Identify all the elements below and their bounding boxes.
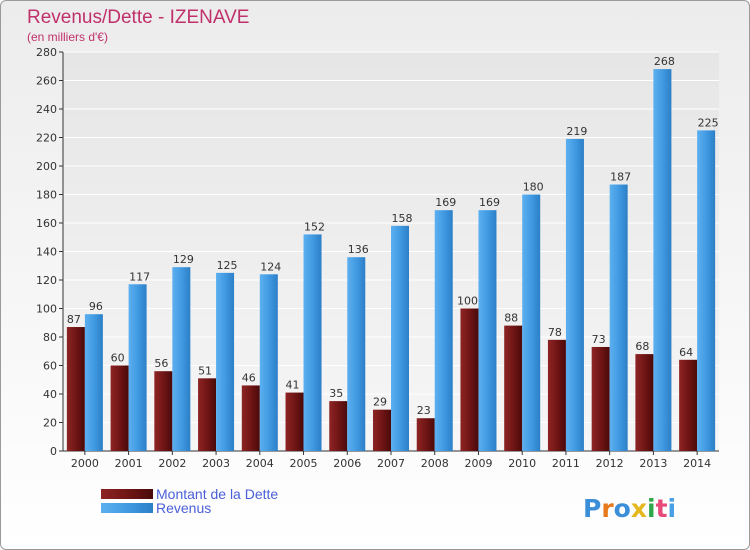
bar-revenus: [303, 234, 322, 451]
y-tick-label: 280: [36, 46, 57, 59]
x-tick-label: 2010: [508, 457, 536, 470]
y-tick-label: 240: [36, 103, 57, 116]
data-label-revenus: 187: [610, 171, 631, 184]
bar-debt: [154, 371, 173, 451]
y-tick-label: 120: [36, 274, 57, 287]
data-label-debt: 51: [198, 364, 212, 377]
bar-revenus: [609, 184, 628, 451]
y-tick-label: 80: [43, 331, 57, 344]
data-label-debt: 88: [504, 312, 518, 325]
legend-swatch-debt: [101, 489, 153, 499]
chart-title: Revenus/Dette - IZENAVE: [27, 7, 250, 28]
bar-debt: [635, 354, 654, 451]
data-label-debt: 41: [286, 379, 300, 392]
data-label-revenus: 169: [479, 196, 500, 209]
bar-revenus: [653, 69, 672, 451]
x-tick-label: 2004: [246, 457, 274, 470]
bar-debt: [547, 339, 566, 451]
bar-debt: [416, 418, 435, 451]
bar-revenus: [522, 194, 541, 451]
data-label-debt: 87: [67, 313, 81, 326]
bar-debt: [110, 365, 129, 451]
data-label-revenus: 124: [260, 260, 281, 273]
y-tick-label: 60: [43, 360, 57, 373]
x-tick-label: 2001: [115, 457, 143, 470]
legend-label-debt: Montant de la Dette: [156, 486, 278, 502]
x-tick-label: 2003: [202, 457, 230, 470]
chart-subtitle: (en milliers d'€): [27, 30, 108, 44]
bar-revenus: [391, 225, 409, 451]
x-tick-label: 2009: [464, 457, 492, 470]
x-tick-label: 2007: [377, 457, 405, 470]
y-tick-label: 140: [36, 246, 57, 259]
bar-revenus: [434, 210, 453, 451]
legend-label-revenus: Revenus: [156, 500, 211, 516]
brand-logo: Proxiti: [583, 494, 676, 523]
data-label-revenus: 125: [217, 259, 238, 272]
bar-debt: [241, 385, 260, 451]
bar-revenus: [565, 138, 584, 452]
bar-debt: [460, 308, 479, 451]
y-tick-label: 0: [50, 445, 57, 458]
bar-debt: [373, 409, 391, 451]
x-tick-label: 2000: [71, 457, 99, 470]
data-label-debt: 100: [457, 295, 478, 308]
y-tick-label: 220: [36, 132, 57, 145]
bar-debt: [504, 325, 523, 451]
bar-debt: [679, 359, 698, 451]
x-tick-label: 2002: [158, 457, 186, 470]
data-label-revenus: 158: [392, 212, 413, 225]
bar-revenus: [259, 274, 278, 451]
y-tick-label: 200: [36, 160, 57, 173]
y-tick-label: 180: [36, 189, 57, 202]
x-tick-label: 2005: [290, 457, 318, 470]
data-label-debt: 73: [592, 333, 606, 346]
data-label-revenus: 225: [698, 116, 719, 129]
data-label-debt: 35: [329, 387, 343, 400]
x-tick-label: 2012: [596, 457, 624, 470]
data-label-debt: 68: [635, 340, 649, 353]
bar-revenus: [347, 257, 366, 451]
x-tick-label: 2011: [552, 457, 580, 470]
data-label-debt: 78: [548, 326, 562, 339]
data-label-revenus: 219: [566, 125, 587, 138]
data-label-debt: 64: [679, 346, 693, 359]
data-label-debt: 60: [111, 352, 125, 365]
data-label-revenus: 169: [435, 196, 456, 209]
data-label-revenus: 117: [129, 270, 150, 283]
x-tick-label: 2014: [683, 457, 711, 470]
bar-debt: [591, 346, 610, 451]
bar-debt: [66, 327, 85, 451]
data-label-revenus: 136: [348, 243, 369, 256]
x-tick-label: 2006: [333, 457, 361, 470]
x-tick-label: 2008: [421, 457, 449, 470]
bar-revenus: [697, 130, 716, 451]
data-label-debt: 46: [242, 371, 256, 384]
bar-revenus: [172, 267, 191, 451]
data-label-revenus: 152: [304, 220, 325, 233]
y-tick-label: 40: [43, 388, 57, 401]
data-label-revenus: 268: [654, 55, 675, 68]
data-label-debt: 56: [154, 357, 168, 370]
bar-debt: [198, 378, 217, 451]
data-label-debt: 23: [417, 404, 431, 417]
bar-revenus: [478, 210, 497, 451]
legend-swatch-revenus: [101, 503, 153, 513]
y-tick-label: 100: [36, 303, 57, 316]
bar-debt: [285, 392, 304, 451]
data-label-revenus: 96: [89, 300, 103, 313]
y-tick-label: 20: [43, 417, 57, 430]
bar-revenus: [84, 314, 103, 451]
y-tick-label: 260: [36, 75, 57, 88]
x-tick-label: 2013: [639, 457, 667, 470]
data-label-debt: 29: [373, 396, 387, 409]
data-label-revenus: 180: [523, 181, 544, 194]
bar-revenus: [216, 272, 235, 451]
y-tick-label: 160: [36, 217, 57, 230]
bar-revenus: [128, 284, 147, 451]
data-label-revenus: 129: [173, 253, 194, 266]
bar-debt: [329, 401, 348, 451]
